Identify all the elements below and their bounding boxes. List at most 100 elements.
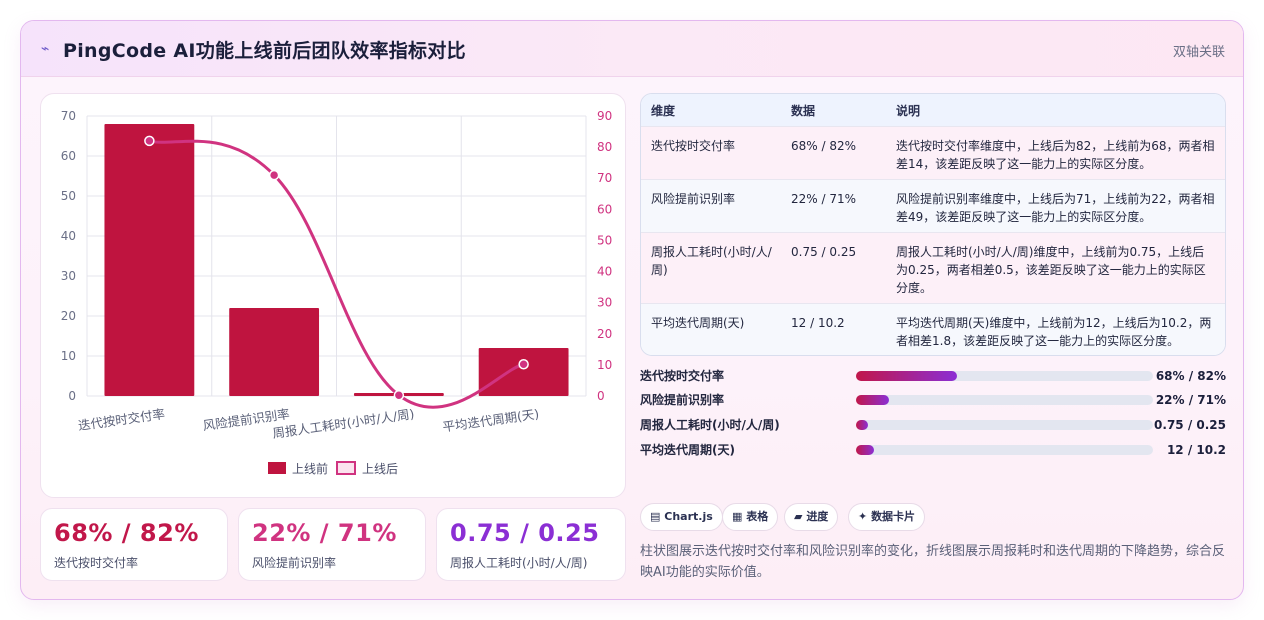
- x-category-label: 迭代按时交付率: [77, 406, 166, 433]
- y-right-tick-label: 30: [597, 296, 612, 310]
- line-after: [148, 139, 525, 409]
- x-category-label: 平均迭代周期(天): [442, 406, 540, 434]
- cell-data: 12 / 10.2: [791, 316, 845, 330]
- header-cell-description: 说明: [896, 104, 921, 118]
- progress-value: 68% / 82%: [1155, 369, 1226, 383]
- kpi-value: 68% / 82%: [54, 519, 199, 547]
- progress-track: [856, 371, 1153, 381]
- progress-label: 迭代按时交付率: [640, 369, 725, 383]
- sparkle-icon: ⌁: [41, 41, 50, 57]
- y-right-tick-label: 50: [597, 233, 612, 247]
- chip-label: 数据卡片: [871, 510, 916, 523]
- chip-chartjs[interactable]: ▤ Chart.js: [640, 503, 723, 531]
- y-right-tick-label: 70: [597, 171, 612, 185]
- cell-description: 周报人工耗时(小时/人/周)维度中，上线前为0.75，上线后为0.25，两者相差…: [896, 245, 1206, 295]
- bar-before: [104, 124, 195, 396]
- header-cell-dimension: 维度: [651, 104, 676, 118]
- kpi-card-risk: 22% / 71% 风险提前识别率: [238, 508, 426, 581]
- legend-label-after: 上线后: [362, 462, 398, 476]
- progress-value: 22% / 71%: [1155, 393, 1226, 407]
- dashboard-card: ⌁ PingCode AI功能上线前后团队效率指标对比 双轴关联 0 10 20 30…: [20, 20, 1244, 600]
- y-left-tick-label: 60: [61, 149, 76, 163]
- line-point-after: [393, 389, 405, 401]
- kpi-label: 周报人工耗时(小时/人/周): [450, 556, 588, 570]
- y-left-tick-label: 40: [61, 229, 76, 243]
- y-right-tick-label: 40: [597, 265, 612, 279]
- y-left-tick-label: 0: [68, 389, 76, 403]
- cell-dimension: 风险提前识别率: [651, 192, 736, 206]
- header-cell-data: 数据: [791, 104, 816, 118]
- progress-row-risk: 风险提前识别率 22% / 71%: [640, 391, 1226, 409]
- chart-description: 柱状图展示迭代按时交付率和风险识别率的变化，折线图展示周报耗时和迭代周期的下降趋…: [640, 544, 1226, 580]
- chart-panel: 0 10 20 30 40 50 60 70 0 10 20 30 40 50 60 70 80 90 迭代按时交付…: [40, 93, 626, 498]
- table-row: 周报人工耗时(小时/人/周) 0.75 / 0.25 周报人工耗时(小时/人/周…: [641, 232, 1225, 303]
- progress-track: [856, 395, 1153, 405]
- progress-row-cycle: 平均迭代周期(天) 12 / 10.2: [640, 441, 1226, 459]
- kpi-card-delivery: 68% / 82% 迭代按时交付率: [40, 508, 228, 581]
- y-right-tick-label: 60: [597, 202, 612, 216]
- progress-value: 12 / 10.2: [1166, 443, 1226, 457]
- progress-track: [856, 420, 1153, 430]
- progress-fill: [856, 371, 957, 381]
- x-category-label: 周报人工耗时(小时/人/周): [271, 406, 415, 441]
- table-icon: ▦: [732, 510, 743, 523]
- cell-data: 68% / 82%: [791, 139, 857, 153]
- cell-data: 22% / 71%: [791, 192, 857, 206]
- table-row: 平均迭代周期(天) 12 / 10.2 平均迭代周期(天)维度中，上线前为12，…: [641, 303, 1225, 355]
- chip-label: Chart.js: [664, 510, 713, 523]
- progress-label: 周报人工耗时(小时/人/周): [640, 418, 780, 432]
- bar-before: [229, 308, 320, 396]
- line-point-after: [268, 169, 280, 181]
- cell-dimension: 周报人工耗时(小时/人/周): [651, 245, 772, 277]
- y-right-tick-label: 80: [597, 140, 612, 154]
- kpi-label: 风险提前识别率: [252, 556, 337, 570]
- chip-progress[interactable]: ▰ 进度: [784, 503, 839, 531]
- kpi-value: 22% / 71%: [252, 519, 397, 547]
- line-point-after: [144, 135, 155, 147]
- progress-fill: [856, 395, 889, 405]
- legend-swatch-before: [268, 462, 286, 474]
- line-point-after: [518, 359, 529, 370]
- cell-description: 迭代按时交付率维度中，上线后为82，上线前为68，两者相差14，该差距反映了这一…: [896, 139, 1215, 171]
- legend-swatch-after: [336, 461, 356, 475]
- kpi-value: 0.75 / 0.25: [450, 519, 600, 547]
- combo-chart: 0 10 20 30 40 50 60 70 0 10 20 30 40 50 60 70 80 90 迭代按时交付…: [61, 109, 613, 476]
- kpi-label: 迭代按时交付率: [54, 556, 139, 570]
- progress-label: 风险提前识别率: [640, 393, 725, 407]
- progress-row-report-time: 周报人工耗时(小时/人/周) 0.75 / 0.25: [640, 416, 1226, 434]
- chip-label: 表格: [746, 510, 769, 523]
- header: ⌁ PingCode AI功能上线前后团队效率指标对比 双轴关联: [21, 21, 1243, 77]
- y-right-tick-label: 90: [597, 109, 612, 123]
- y-left-tick-label: 70: [61, 109, 76, 123]
- y-right-tick-label: 10: [597, 358, 612, 372]
- cell-dimension: 平均迭代周期(天): [651, 316, 745, 330]
- table-row: 风险提前识别率 22% / 71% 风险提前识别率维度中，上线后为71，上线前为…: [641, 179, 1225, 232]
- y-left-tick-label: 10: [61, 349, 76, 363]
- progress-label: 平均迭代周期(天): [640, 443, 735, 457]
- chip-data-card[interactable]: ✦ 数据卡片: [848, 503, 926, 531]
- progress-row-delivery: 迭代按时交付率 68% / 82%: [640, 367, 1226, 385]
- cell-description: 平均迭代周期(天)维度中，上线前为12，上线后为10.2，两者相差1.8，该差距…: [896, 316, 1212, 348]
- table-header-row: 维度 数据 说明: [641, 94, 1225, 126]
- progress-value: 0.75 / 0.25: [1154, 418, 1226, 432]
- chart-icon: ▤: [650, 510, 661, 523]
- cell-description: 风险提前识别率维度中，上线后为71，上线前为22，两者相差49，该差距反映了这一…: [896, 192, 1215, 224]
- card-icon: ✦: [858, 510, 868, 523]
- y-left-tick-label: 30: [61, 269, 76, 283]
- y-left-tick-label: 20: [61, 309, 76, 323]
- chip-label: 进度: [806, 510, 829, 523]
- legend-label-before: 上线前: [292, 461, 328, 476]
- data-table: 维度 数据 说明 迭代按时交付率 68% / 82% 迭代按时交付率维度中，上线…: [640, 93, 1226, 356]
- table-row: 迭代按时交付率 68% / 82% 迭代按时交付率维度中，上线后为82，上线前为…: [641, 126, 1225, 179]
- kpi-card-report-time: 0.75 / 0.25 周报人工耗时(小时/人/周): [436, 508, 626, 581]
- y-right-tick-label: 20: [597, 327, 612, 341]
- progress-fill: [856, 445, 874, 455]
- cell-dimension: 迭代按时交付率: [651, 139, 736, 153]
- progress-fill: [856, 420, 868, 430]
- chip-table[interactable]: ▦ 表格: [722, 503, 779, 531]
- y-left-tick-label: 50: [61, 189, 76, 203]
- dual-axis-tag: 双轴关联: [1172, 45, 1225, 60]
- y-right-tick-label: 0: [597, 389, 605, 403]
- page-title: PingCode AI功能上线前后团队效率指标对比: [63, 40, 466, 62]
- cell-data: 0.75 / 0.25: [791, 245, 857, 259]
